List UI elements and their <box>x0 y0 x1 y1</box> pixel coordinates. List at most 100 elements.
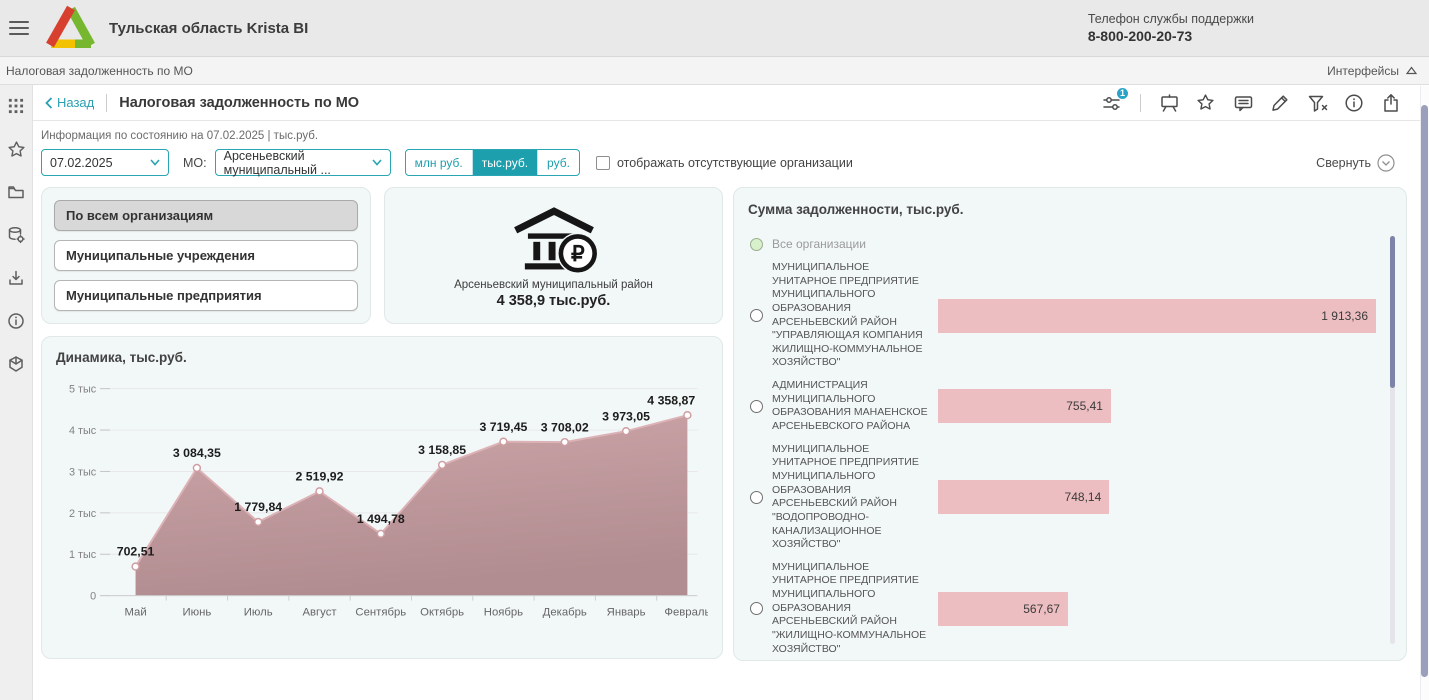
circle-chevron-down-icon <box>1377 153 1395 172</box>
checkbox-label: отображать отсутствующие организации <box>616 155 853 170</box>
svg-text:2 тыс: 2 тыс <box>69 508 97 520</box>
filter-clear-icon[interactable] <box>1307 93 1328 113</box>
mo-label: МО: <box>183 155 207 170</box>
cube-icon[interactable] <box>7 355 25 373</box>
info-circle-icon[interactable] <box>7 312 25 330</box>
support-phone: 8-800-200-20-73 <box>1087 28 1193 44</box>
collapse-button[interactable]: Свернуть <box>1316 153 1417 172</box>
database-settings-icon[interactable] <box>7 226 25 244</box>
svg-text:1 779,84: 1 779,84 <box>234 500 282 514</box>
notification-badge: 1 <box>1116 86 1129 100</box>
radio-icon[interactable] <box>750 309 763 323</box>
summary-region: Арсеньевский муниципальный район <box>454 279 653 291</box>
svg-text:Май: Май <box>124 606 146 618</box>
svg-text:3 719,45: 3 719,45 <box>479 420 527 434</box>
org-filter-card: По всем организациям Муниципальные учрежд… <box>41 187 371 324</box>
star-icon[interactable] <box>7 140 25 158</box>
folder-icon[interactable] <box>7 183 25 201</box>
divider <box>1140 93 1141 112</box>
svg-text:3 973,05: 3 973,05 <box>602 409 650 423</box>
app-title: Тульская область Krista BI <box>109 19 309 37</box>
date-select[interactable]: 07.02.2025 <box>41 149 169 176</box>
unit-option[interactable]: млн руб. <box>414 155 463 170</box>
svg-text:5 тыс: 5 тыс <box>69 384 97 396</box>
back-button[interactable]: Назад <box>45 95 94 110</box>
chevron-down-icon <box>150 159 160 166</box>
filter-bar: Информация по состоянию на 07.02.2025 | … <box>33 121 1429 185</box>
pencil-icon[interactable] <box>1270 93 1290 113</box>
menu-hamburger-icon[interactable] <box>9 17 29 39</box>
back-label: Назад <box>57 95 95 110</box>
status-info-line: Информация по состоянию на 07.02.2025 | … <box>41 130 319 142</box>
radio-icon[interactable] <box>750 399 763 413</box>
support-label: Телефон службы поддержки <box>1087 11 1254 26</box>
debt-bar[interactable]: 755,41 <box>938 389 1111 424</box>
support-contact: Телефон службы поддержки 8-800-200-20-73 <box>1088 11 1254 46</box>
panel-scrollbar-thumb[interactable] <box>1390 236 1395 388</box>
debt-bar[interactable]: 1 913,36 <box>938 298 1376 333</box>
org-filter-button[interactable]: Муниципальные учреждения <box>54 240 358 271</box>
interfaces-label: Интерфейсы <box>1327 63 1399 78</box>
star-icon[interactable] <box>1196 93 1216 113</box>
mo-select[interactable]: Арсеньевский муниципальный ... <box>214 148 391 177</box>
all-orgs-option[interactable]: Все организации <box>750 237 1376 251</box>
debt-bar[interactable]: 567,67 <box>938 591 1068 626</box>
top-header: Тульская область Krista BI Телефон служб… <box>0 0 1429 57</box>
unit-toggle: млн руб. тыс.руб. руб. <box>404 149 580 176</box>
svg-text:Декабрь: Декабрь <box>543 606 587 618</box>
svg-text:Август: Август <box>302 606 336 618</box>
svg-text:₽: ₽ <box>570 242 584 266</box>
apps-grid-icon[interactable] <box>7 97 25 115</box>
share-icon[interactable] <box>1381 93 1401 113</box>
svg-text:702,51: 702,51 <box>117 545 155 559</box>
org-name: МУНИЦИПАЛЬНОЕ УНИТАРНОЕ ПРЕДПРИЯТИЕ МУНИ… <box>772 261 923 369</box>
radio-icon[interactable] <box>750 602 763 616</box>
chevron-left-icon <box>45 96 53 109</box>
debt-panel: Сумма задолженности, тыс.руб. Все органи… <box>733 187 1407 661</box>
breadcrumb: Налоговая задолженность по МО <box>6 63 193 78</box>
info-icon[interactable] <box>1344 93 1364 113</box>
debt-org-row: МУНИЦИПАЛЬНОЕ УНИТАРНОЕ ПРЕДПРИЯТИЕ МУНИ… <box>748 443 1376 552</box>
svg-text:3 708,02: 3 708,02 <box>541 420 589 434</box>
radio-icon[interactable] <box>750 490 763 504</box>
chart-title: Динамика, тыс.руб. <box>56 350 187 365</box>
svg-text:4 358,87: 4 358,87 <box>647 393 695 407</box>
date-value: 07.02.2025 <box>50 155 113 170</box>
panel-scrollbar-track[interactable] <box>1390 236 1395 644</box>
svg-text:Январь: Январь <box>607 606 646 618</box>
chart-filter-settings-icon[interactable]: 1 <box>1102 86 1129 113</box>
unit-option[interactable]: тыс.руб. <box>471 150 538 175</box>
divider <box>106 93 108 112</box>
org-filter-button[interactable]: Муниципальные предприятия <box>54 280 358 311</box>
svg-text:3 084,35: 3 084,35 <box>173 446 221 460</box>
presentation-icon[interactable] <box>1159 93 1179 113</box>
svg-text:Ноябрь: Ноябрь <box>484 606 523 618</box>
debt-panel-title: Сумма задолженности, тыс.руб. <box>748 202 964 217</box>
left-icon-sidebar <box>0 85 33 700</box>
radio-selected-icon[interactable] <box>750 237 763 251</box>
interfaces-toggle[interactable]: Интерфейсы <box>1327 64 1417 78</box>
svg-text:Июнь: Июнь <box>182 606 211 618</box>
svg-text:Октябрь: Октябрь <box>420 606 464 618</box>
toolbar-actions: 1 <box>1102 86 1417 113</box>
page-scrollbar-thumb[interactable] <box>1421 105 1428 677</box>
collapse-label: Свернуть <box>1316 155 1371 170</box>
org-filter-button[interactable]: По всем организациям <box>54 200 358 231</box>
all-orgs-label: Все организации <box>772 237 866 251</box>
svg-text:Сентябрь: Сентябрь <box>355 606 406 618</box>
debt-bar-value: 755,41 <box>1066 399 1103 414</box>
unit-option[interactable]: руб. <box>537 150 579 175</box>
comment-icon[interactable] <box>1233 93 1253 113</box>
krista-logo <box>45 4 95 53</box>
show-missing-orgs-checkbox[interactable]: отображать отсутствующие организации <box>595 155 853 170</box>
svg-text:Февраль: Февраль <box>664 606 708 618</box>
download-icon[interactable] <box>7 269 25 287</box>
page-title: Налоговая задолженность по МО <box>119 94 360 111</box>
debt-org-row: МУНИЦИПАЛЬНОЕ УНИТАРНОЕ ПРЕДПРИЯТИЕ МУНИ… <box>748 261 1376 370</box>
debt-bar[interactable]: 748,14 <box>938 480 1110 515</box>
page-scrollbar-track[interactable] <box>1420 86 1429 700</box>
org-name: МУНИЦИПАЛЬНОЕ УНИТАРНОЕ ПРЕДПРИЯТИЕ МУНИ… <box>772 560 927 655</box>
mo-value: Арсеньевский муниципальный ... <box>223 148 331 177</box>
svg-text:1 тыс: 1 тыс <box>69 549 97 561</box>
debt-org-row: МУНИЦИПАЛЬНОЕ УНИТАРНОЕ ПРЕДПРИЯТИЕ МУНИ… <box>748 561 1376 656</box>
